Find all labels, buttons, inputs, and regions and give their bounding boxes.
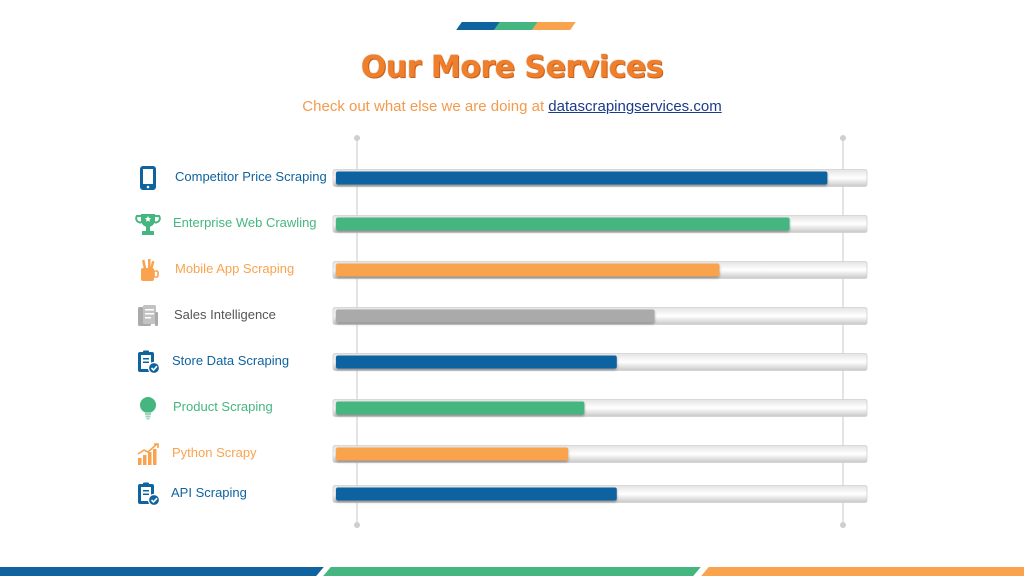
reference-line-dot <box>840 135 846 141</box>
category-label: Sales Intelligence <box>174 307 276 322</box>
subtitle-text: Check out what else we are doing at <box>302 98 545 115</box>
growth-chart-icon <box>135 441 161 467</box>
bar-enterprise-web-crawling <box>336 217 790 231</box>
reference-line-dot <box>840 522 846 528</box>
website-link[interactable]: datascrapingservices.com <box>548 98 722 115</box>
clipboard-check-icon <box>135 481 161 507</box>
bar-store-data-scraping <box>336 355 617 369</box>
tablet-icon <box>135 165 161 191</box>
band-green <box>323 567 701 576</box>
subtitle: Check out what else we are doing at data… <box>0 98 1024 115</box>
bottom-band <box>0 567 1024 576</box>
category-label: Store Data Scraping <box>172 353 290 368</box>
bar-product-scraping <box>336 401 585 415</box>
category-label: Product Scraping <box>173 399 273 414</box>
pen-cup-icon <box>135 257 161 283</box>
category-label: Mobile App Scraping <box>175 261 295 276</box>
category-label: API Scraping <box>171 485 247 500</box>
bar-python-scrapy <box>336 447 569 461</box>
category-label: Competitor Price Scraping <box>175 169 327 184</box>
band-orange <box>701 567 1024 576</box>
reference-line-dot <box>354 522 360 528</box>
page-title: Our More Services <box>360 50 664 85</box>
category-label: Python Scrapy <box>172 445 257 460</box>
reference-line-dot <box>354 135 360 141</box>
band-blue <box>0 567 324 576</box>
bar-sales-intelligence <box>336 309 655 323</box>
bar-competitor-price-scraping <box>336 171 828 185</box>
lightbulb-icon <box>135 395 161 421</box>
documents-icon <box>135 303 161 329</box>
clipboard-check-icon <box>135 349 161 375</box>
category-label: Enterprise Web Crawling <box>173 215 317 230</box>
bar-api-scraping <box>336 487 617 501</box>
trophy-icon <box>135 211 161 237</box>
bar-mobile-app-scraping <box>336 263 720 277</box>
